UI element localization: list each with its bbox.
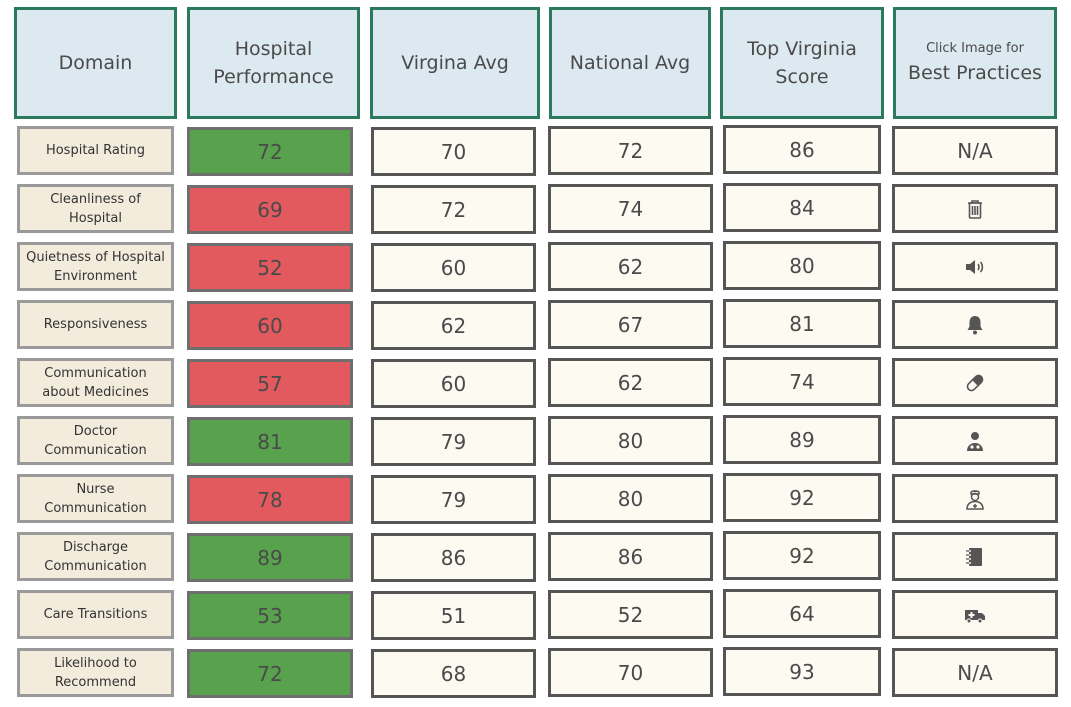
domain-label: Communication about Medicines [17,358,174,407]
hospital-performance-value: 52 [187,243,353,292]
hospital-performance-value: 72 [187,649,353,698]
domain-label: Care Transitions [17,590,174,639]
header-top-virginia-score: Top Virginia Score [720,7,884,119]
best-practice-cell[interactable] [892,358,1058,407]
domain-label: Hospital Rating [17,126,174,175]
header-top-virginia-line1: Top Virginia [747,38,857,60]
national-avg-value: 72 [548,126,713,175]
national-avg-value: 70 [548,648,713,697]
top-virginia-score-value: 93 [723,647,881,696]
domain-label: Doctor Communication [17,416,174,465]
best-practice-cell[interactable] [892,242,1058,291]
domain-label: Discharge Communication [17,532,174,581]
header-best-practices: Click Image for Best Practices [893,7,1057,119]
virginia-avg-value: 72 [371,185,536,234]
best-practice-cell[interactable] [892,300,1058,349]
top-virginia-score-value: 92 [723,473,881,522]
header-domain-label: Domain [58,52,133,74]
domain-label: Responsiveness [17,300,174,349]
header-domain: Domain [14,7,177,119]
best-practice-cell[interactable] [892,474,1058,523]
domain-label: Quietness of Hospital Environment [17,242,174,291]
header-best-practices-label: Best Practices [908,62,1042,84]
header-national-avg: National Avg [549,7,711,119]
virginia-avg-value: 86 [371,533,536,582]
virginia-avg-value: 60 [371,243,536,292]
top-virginia-score-value: 81 [723,299,881,348]
best-practice-cell: N/A [892,126,1058,175]
virginia-avg-value: 79 [371,475,536,524]
header-national-avg-label: National Avg [569,52,691,74]
hospital-performance-value: 89 [187,533,353,582]
top-virginia-score-value: 64 [723,589,881,638]
national-avg-value: 52 [548,590,713,639]
best-practice-cell: N/A [892,648,1058,697]
hospital-performance-value: 53 [187,591,353,640]
trash-icon[interactable] [963,197,987,221]
header-virginia-avg: Virgina Avg [370,7,540,119]
header-hospital-performance: Hospital Performance [187,7,360,119]
national-avg-value: 74 [548,184,713,233]
hospital-performance-value: 60 [187,301,353,350]
domain-label: Likelihood to Recommend [17,648,174,697]
hospital-performance-value: 81 [187,417,353,466]
pill-icon[interactable] [963,371,987,395]
domain-label: Nurse Communication [17,474,174,523]
top-virginia-score-value: 92 [723,531,881,580]
nurse-icon[interactable] [963,487,987,511]
top-virginia-score-value: 84 [723,183,881,232]
virginia-avg-value: 60 [371,359,536,408]
national-avg-value: 80 [548,416,713,465]
header-best-practices-hint: Click Image for [926,41,1024,56]
top-virginia-score-value: 80 [723,241,881,290]
national-avg-value: 62 [548,358,713,407]
best-practice-cell[interactable] [892,184,1058,233]
doctor-icon[interactable] [963,429,987,453]
speaker-icon[interactable] [963,255,987,279]
hospital-performance-value: 57 [187,359,353,408]
national-avg-value: 62 [548,242,713,291]
hospital-performance-value: 72 [187,127,353,176]
hospital-performance-value: 69 [187,185,353,234]
header-performance-line2: Performance [213,66,334,88]
top-virginia-score-value: 74 [723,357,881,406]
virginia-avg-value: 51 [371,591,536,640]
virginia-avg-value: 68 [371,649,536,698]
domain-label: Cleanliness of Hospital [17,184,174,233]
national-avg-value: 67 [548,300,713,349]
virginia-avg-value: 79 [371,417,536,466]
top-virginia-score-value: 89 [723,415,881,464]
header-performance-line1: Hospital [234,38,313,60]
best-practice-cell[interactable] [892,532,1058,581]
header-top-virginia-line2: Score [775,66,829,88]
virginia-avg-value: 70 [371,127,536,176]
notebook-icon[interactable] [963,545,987,569]
virginia-avg-value: 62 [371,301,536,350]
top-virginia-score-value: 86 [723,125,881,174]
hospital-performance-value: 78 [187,475,353,524]
header-virginia-avg-label: Virgina Avg [401,52,509,74]
national-avg-value: 86 [548,532,713,581]
ambulance-icon[interactable] [963,603,987,627]
bell-icon[interactable] [963,313,987,337]
best-practice-cell[interactable] [892,590,1058,639]
best-practice-cell[interactable] [892,416,1058,465]
national-avg-value: 80 [548,474,713,523]
